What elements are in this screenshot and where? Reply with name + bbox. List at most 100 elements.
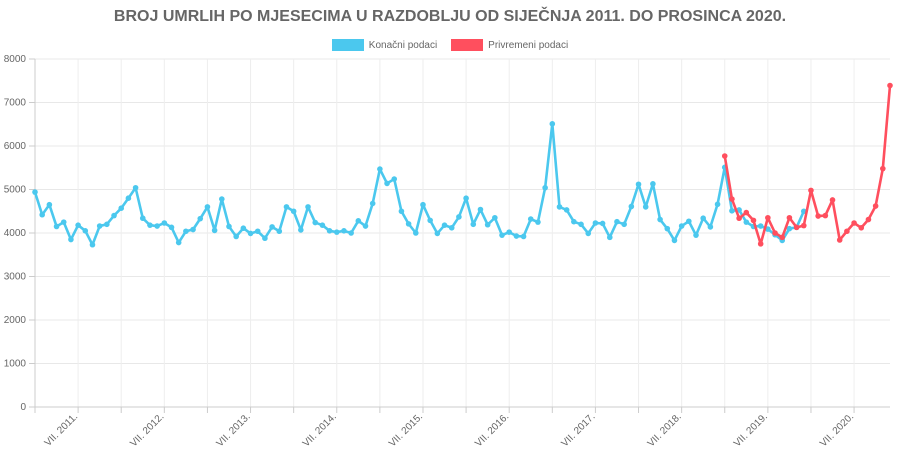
data-point-final — [434, 230, 441, 237]
data-point-final — [53, 223, 60, 230]
data-point-final — [46, 201, 53, 208]
data-point-final — [233, 233, 239, 240]
data-point-final — [563, 207, 570, 213]
data-point-provisional — [736, 215, 742, 222]
data-point-final — [104, 221, 110, 228]
data-point-final — [377, 166, 383, 172]
data-point-final — [111, 212, 117, 219]
data-point-final — [650, 181, 656, 187]
data-point-final — [333, 229, 340, 235]
data-point-final — [743, 219, 750, 225]
data-point-final — [499, 232, 505, 238]
x-tick-label: VII. 2016. — [473, 411, 511, 449]
data-point-provisional — [815, 213, 821, 219]
data-point-final — [68, 236, 74, 243]
data-point-final — [276, 228, 283, 235]
data-point-final — [147, 222, 153, 228]
data-point-final — [657, 216, 663, 223]
y-tick-label: 7000 — [4, 98, 27, 109]
data-point-final — [355, 218, 362, 224]
data-point-final — [693, 232, 699, 238]
legend-swatch-final — [331, 39, 364, 51]
legend-item-final[interactable]: Konačni podaci — [331, 39, 438, 51]
data-point-final — [139, 215, 146, 222]
legend-swatch-provisional — [451, 39, 484, 51]
data-point-final — [384, 180, 390, 187]
data-point-final — [614, 218, 620, 225]
data-point-final — [513, 233, 520, 239]
x-tick-label: VII. 2013. — [215, 411, 253, 449]
data-point-provisional — [836, 237, 843, 243]
y-tick-label: 8000 — [4, 54, 27, 65]
data-point-final — [757, 223, 764, 229]
data-point-provisional — [786, 214, 793, 221]
data-point-final — [290, 208, 297, 215]
data-point-provisional — [829, 197, 836, 203]
data-point-provisional — [729, 196, 735, 202]
data-point-final — [707, 224, 714, 230]
x-tick-label: VII. 2020. — [818, 411, 856, 449]
data-point-final — [686, 218, 692, 225]
legend-label-provisional: Privremeni podaci — [488, 39, 569, 51]
data-point-provisional — [779, 234, 786, 241]
data-point-final — [168, 224, 175, 231]
data-point-provisional — [844, 228, 850, 235]
data-point-final — [82, 228, 89, 234]
data-point-final — [506, 229, 513, 235]
data-point-final — [678, 223, 685, 229]
x-tick-label: VII. 2012. — [128, 411, 166, 449]
data-point-final — [477, 206, 484, 213]
y-tick-label: 3000 — [4, 272, 27, 283]
data-point-final — [664, 225, 671, 232]
legend-label-final: Konačni podaci — [368, 39, 438, 51]
x-tick-label: VII. 2019. — [732, 411, 770, 449]
data-point-final — [305, 204, 311, 210]
data-point-final — [283, 204, 290, 210]
data-point-final — [154, 223, 160, 229]
data-point-final — [542, 184, 548, 191]
legend-item-provisional[interactable]: Privremeni podaci — [451, 39, 568, 51]
data-point-provisional — [887, 82, 893, 89]
series-line-provisional — [723, 85, 892, 246]
data-point-final — [492, 214, 498, 221]
data-point-final — [470, 221, 477, 228]
data-point-final — [571, 218, 577, 225]
data-point-final — [463, 195, 469, 201]
data-point-final — [456, 214, 462, 220]
data-point-provisional — [865, 216, 872, 223]
data-point-final — [441, 222, 448, 228]
data-point-final — [549, 121, 556, 127]
data-point-final — [226, 223, 232, 230]
data-point-final — [599, 220, 606, 227]
axis-layer — [29, 58, 890, 413]
y-tick-label: 5000 — [4, 185, 27, 196]
data-point-final — [420, 201, 426, 208]
data-point-final — [197, 215, 204, 222]
data-point-final — [298, 227, 304, 233]
data-point-final — [175, 239, 182, 246]
data-point-final — [183, 228, 189, 235]
tick-label-layer: 0 1000 2000 3000 4000 5000 6000 7000 8000 VII. 20… — [4, 54, 856, 449]
data-point-final — [190, 226, 196, 233]
data-point-final — [348, 230, 354, 236]
data-point-final — [39, 211, 45, 218]
x-tick-label: VII. 2017. — [559, 411, 597, 449]
data-point-final — [606, 234, 613, 241]
data-point-provisional — [793, 224, 800, 231]
chart-title: BROJ UMRLIH PO MJESECIMA U RAZDOBLJU OD … — [113, 8, 787, 25]
data-point-final — [484, 221, 491, 228]
data-point-final — [578, 221, 584, 228]
data-point-provisional — [851, 220, 857, 226]
data-point-provisional — [750, 217, 757, 224]
data-point-provisional — [772, 230, 778, 236]
data-point-final — [621, 221, 627, 228]
series-layer — [32, 82, 893, 248]
data-point-final — [125, 195, 132, 201]
x-tick-label: VII. 2014. — [301, 411, 339, 449]
x-tick-label: VII. 2015. — [387, 411, 425, 449]
data-point-final — [556, 204, 563, 210]
data-point-final — [729, 208, 735, 214]
y-tick-label: 2000 — [4, 315, 27, 326]
